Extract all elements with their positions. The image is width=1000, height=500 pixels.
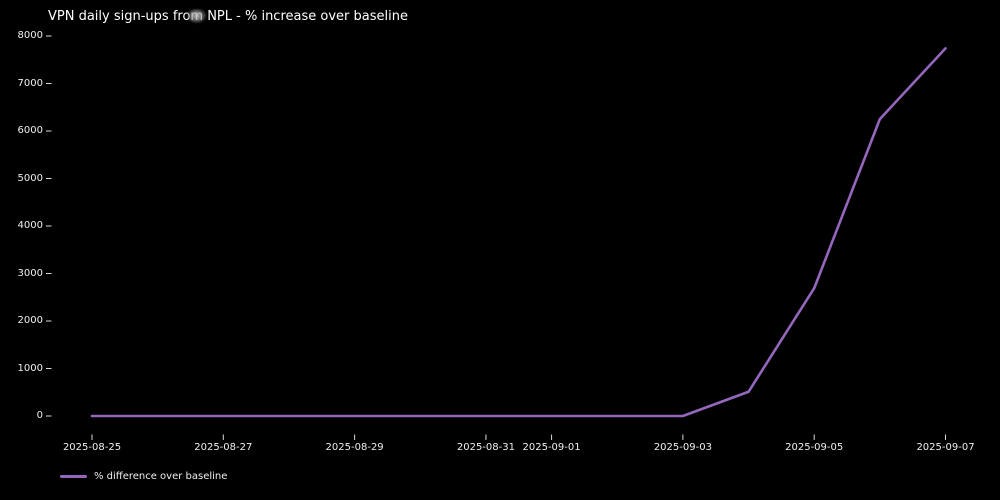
legend: % difference over baseline	[60, 471, 227, 482]
y-tick-label: 7000	[17, 77, 43, 89]
y-tick-label: 5000	[17, 172, 43, 184]
x-tick-label: 2025-08-29	[325, 442, 384, 453]
x-tick-label: 2025-09-01	[522, 442, 581, 453]
y-tick-label: 1000	[17, 362, 43, 374]
x-tick-label: 2025-08-25	[62, 442, 122, 453]
axis-tick-marks	[46, 35, 946, 440]
y-tick-label: 3000	[17, 267, 43, 279]
legend-line-swatch	[60, 475, 87, 478]
legend-label: % difference over baseline	[94, 471, 228, 482]
y-tick-label: 6000	[17, 125, 43, 136]
x-tick-label: 2025-09-07	[916, 442, 975, 453]
x-tick-label: 2025-08-31	[456, 442, 515, 453]
x-tick-label: 2025-09-03	[653, 442, 712, 453]
y-tick-label: 4000	[17, 220, 43, 231]
x-tick-label: 2025-08-27	[194, 442, 253, 453]
y-tick-label: 2000	[17, 315, 43, 326]
y-tick-label: 0	[36, 410, 43, 421]
chart-title: VPN daily sign-ups from NPL - % increase…	[48, 9, 408, 24]
series-line	[90, 47, 947, 418]
x-tick-label: 2025-09-05	[785, 442, 844, 453]
y-tick-label: 8000	[17, 30, 43, 41]
